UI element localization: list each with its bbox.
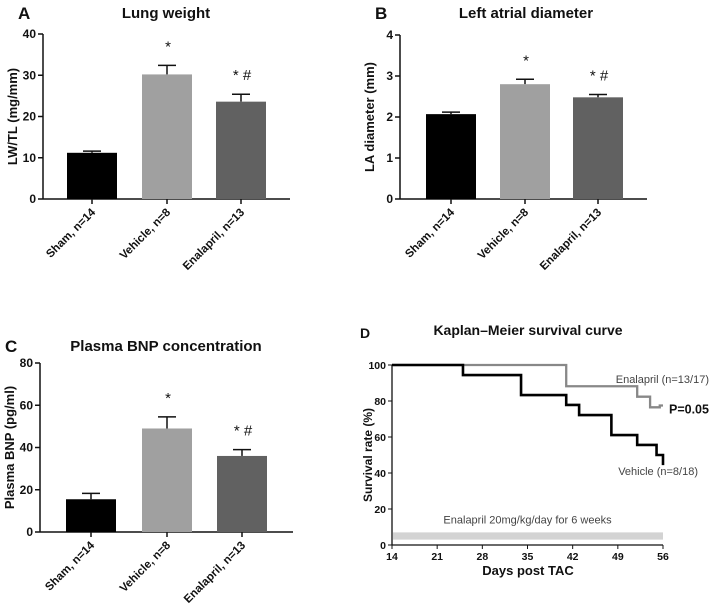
significance-marker: *	[165, 390, 171, 407]
y-tick-label: 1	[386, 151, 393, 165]
x-tick-label: 42	[567, 551, 579, 563]
y-tick-label: 20	[20, 483, 34, 497]
chart-title: Plasma BNP concentration	[70, 338, 261, 355]
y-tick-label: 60	[20, 398, 34, 412]
p-value: P=0.05	[669, 403, 709, 417]
survival-line	[392, 363, 665, 466]
x-tick-label: 21	[431, 551, 443, 563]
y-tick-label: 0	[29, 192, 36, 206]
y-tick-label: 0	[386, 192, 393, 206]
bar	[142, 428, 192, 532]
y-tick-label: 80	[20, 356, 34, 370]
y-axis-label: LW/TL (mg/mm)	[5, 68, 20, 165]
bar	[573, 97, 623, 199]
bar	[66, 499, 116, 532]
y-tick-label: 4	[386, 28, 393, 42]
x-tick-label: Enalapril, n=13	[538, 207, 604, 273]
panel-label: A	[18, 4, 30, 23]
x-tick-label: Enalapril, n=13	[182, 540, 248, 606]
y-tick-label: 40	[374, 468, 386, 480]
significance-marker: * #	[590, 67, 609, 84]
bar	[67, 152, 117, 199]
significance-marker: *	[523, 52, 529, 69]
y-tick-label: 60	[374, 432, 386, 444]
legend-label: Vehicle (n=8/18)	[618, 466, 698, 478]
x-tick-label: Sham, n=14	[403, 206, 457, 260]
x-tick-label: Vehicle, n=8	[118, 539, 174, 595]
y-tick-label: 2	[386, 110, 393, 124]
x-tick-label: 49	[612, 551, 624, 563]
y-tick-label: 3	[386, 69, 393, 83]
x-tick-label: Vehicle, n=8	[118, 206, 174, 262]
treatment-label: Enalapril 20mg/kg/day for 6 weeks	[443, 514, 612, 526]
panel-c: C Plasma BNP concentration 0 20 40 60 80 Plasma…	[2, 337, 293, 606]
panel-a: A Lung weight 0 10 20 30 40 LW/TL (mg/mm) Sham, …	[5, 4, 290, 273]
panel-d: D Kaplan–Meier survival curve 0 20 40 60 80 100…	[360, 322, 709, 578]
y-axis-label: LA diameter (mm)	[362, 62, 377, 172]
y-tick-label: 20	[23, 110, 37, 124]
panel-label: C	[5, 337, 17, 356]
significance-marker: * #	[234, 423, 253, 440]
legend-label: Enalapril (n=13/17)	[616, 374, 709, 386]
significance-marker: *	[165, 38, 171, 55]
panel-b: B Left atrial diameter 0 1 2 3 4 LA diameter (m…	[362, 4, 647, 273]
x-tick-label: 56	[657, 551, 669, 563]
bar	[500, 84, 550, 199]
x-axis-label: Days post TAC	[482, 563, 574, 578]
y-axis-label: Plasma BNP (pg/ml)	[2, 386, 17, 509]
panel-label: B	[375, 4, 387, 23]
y-tick-label: 0	[380, 540, 386, 552]
chart-title: Left atrial diameter	[459, 5, 593, 22]
y-tick-label: 40	[20, 441, 34, 455]
y-tick-label: 40	[23, 27, 37, 41]
bar	[217, 455, 267, 532]
y-tick-label: 10	[23, 151, 37, 165]
y-tick-label: 100	[368, 360, 386, 372]
x-tick-label: 28	[476, 551, 488, 563]
bar	[426, 114, 476, 199]
significance-marker: * #	[233, 67, 252, 84]
bar	[216, 101, 266, 199]
y-tick-label: 20	[374, 504, 386, 516]
x-tick-label: 35	[522, 551, 534, 563]
survival-line	[392, 363, 663, 409]
y-tick-label: 80	[374, 396, 386, 408]
y-axis-label: Survival rate (%)	[361, 408, 375, 502]
chart-title: Kaplan–Meier survival curve	[433, 322, 622, 338]
x-tick-label: 14	[386, 551, 398, 563]
x-tick-label: Sham, n=14	[43, 539, 97, 593]
chart-title: Lung weight	[122, 5, 210, 22]
x-tick-label: Sham, n=14	[44, 206, 98, 260]
bar	[142, 74, 192, 199]
treatment-bar	[393, 532, 663, 540]
y-tick-label: 0	[26, 525, 33, 539]
x-tick-label: Enalapril, n=13	[181, 207, 247, 273]
x-tick-label: Vehicle, n=8	[476, 206, 532, 262]
y-tick-label: 30	[23, 68, 37, 82]
panel-label: D	[360, 325, 370, 341]
